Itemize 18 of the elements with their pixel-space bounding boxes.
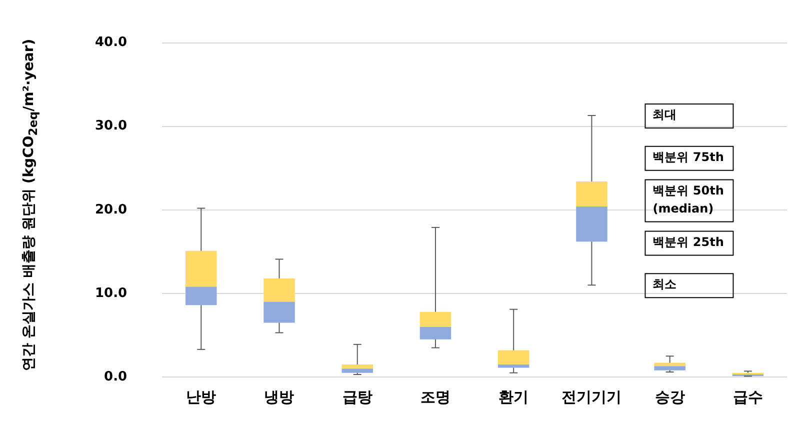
annotation: 백분위 50th (median) [652, 183, 724, 216]
y-tick-label: 30.0 [94, 118, 128, 134]
y-tick-label: 40.0 [94, 35, 128, 50]
y-tick-label: 20.0 [94, 202, 128, 218]
annotation: 최소 [652, 277, 677, 292]
x-tick-label: 난방 [186, 388, 216, 406]
annotation: 백분위 75th [652, 150, 724, 164]
x-tick-label: 전기기기 [562, 388, 622, 406]
x-tick-label: 승강 [654, 388, 685, 406]
x-tick-label: 조명 [420, 388, 450, 406]
x-tick-label: 급수 [732, 388, 763, 406]
annotation: 최대 [652, 108, 677, 122]
y-tick-label: 0.0 [104, 369, 128, 384]
y-tick-label: 10.0 [94, 286, 128, 301]
x-tick-label: 냉방 [264, 388, 294, 406]
x-tick-label: 환기 [498, 388, 529, 406]
x-tick-label: 급탕 [342, 388, 372, 406]
annotation: 백분위 25th [652, 234, 724, 249]
